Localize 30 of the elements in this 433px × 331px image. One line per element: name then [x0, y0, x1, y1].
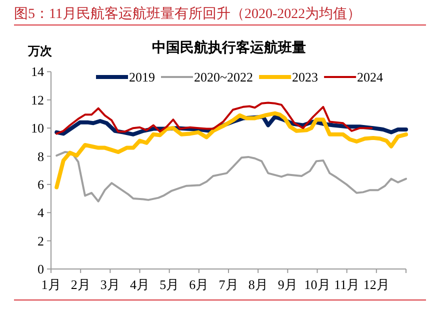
x-tick-label: 2月: [70, 277, 90, 292]
line-series: [54, 111, 408, 190]
legend-label: 2020~2022: [194, 70, 254, 84]
line-series: [56, 102, 373, 135]
x-tick-label: 8月: [248, 277, 268, 292]
line-series: [56, 151, 407, 202]
x-tick-label: 7月: [218, 277, 238, 292]
y-tick-label: 14: [31, 64, 44, 80]
x-tick-label: 10月: [304, 277, 330, 292]
legend-label: 2024: [357, 70, 384, 84]
y-tick-label: 8: [38, 148, 44, 164]
y-tick-label: 2: [38, 233, 44, 248]
x-tick-label: 11月: [334, 277, 360, 292]
x-tick-label: 3月: [100, 277, 120, 292]
chart-subtitle: 中国民航执行客运航班量: [152, 39, 306, 56]
y-tick-label: 6: [38, 176, 44, 192]
y-tick-label: 0: [38, 262, 44, 276]
x-tick-label: 12月: [363, 277, 390, 292]
x-tick-label: 1月: [41, 277, 61, 292]
x-tick-label: 5月: [160, 277, 180, 292]
legend-label: 2019: [129, 70, 155, 84]
y-axis-title: 万次: [27, 44, 53, 58]
legend-label: 2023: [292, 70, 318, 84]
y-tick-label: 10: [31, 120, 44, 136]
y-tick-label: 4: [38, 205, 44, 220]
y-tick-label: 12: [31, 92, 44, 108]
x-tick-label: 9月: [278, 277, 298, 292]
x-tick-label: 6月: [189, 277, 209, 292]
x-tick-label: 4月: [130, 277, 150, 292]
chart-title: 图5：11月民航客运航班量有所回升（2020-2022为均值）: [14, 6, 362, 22]
